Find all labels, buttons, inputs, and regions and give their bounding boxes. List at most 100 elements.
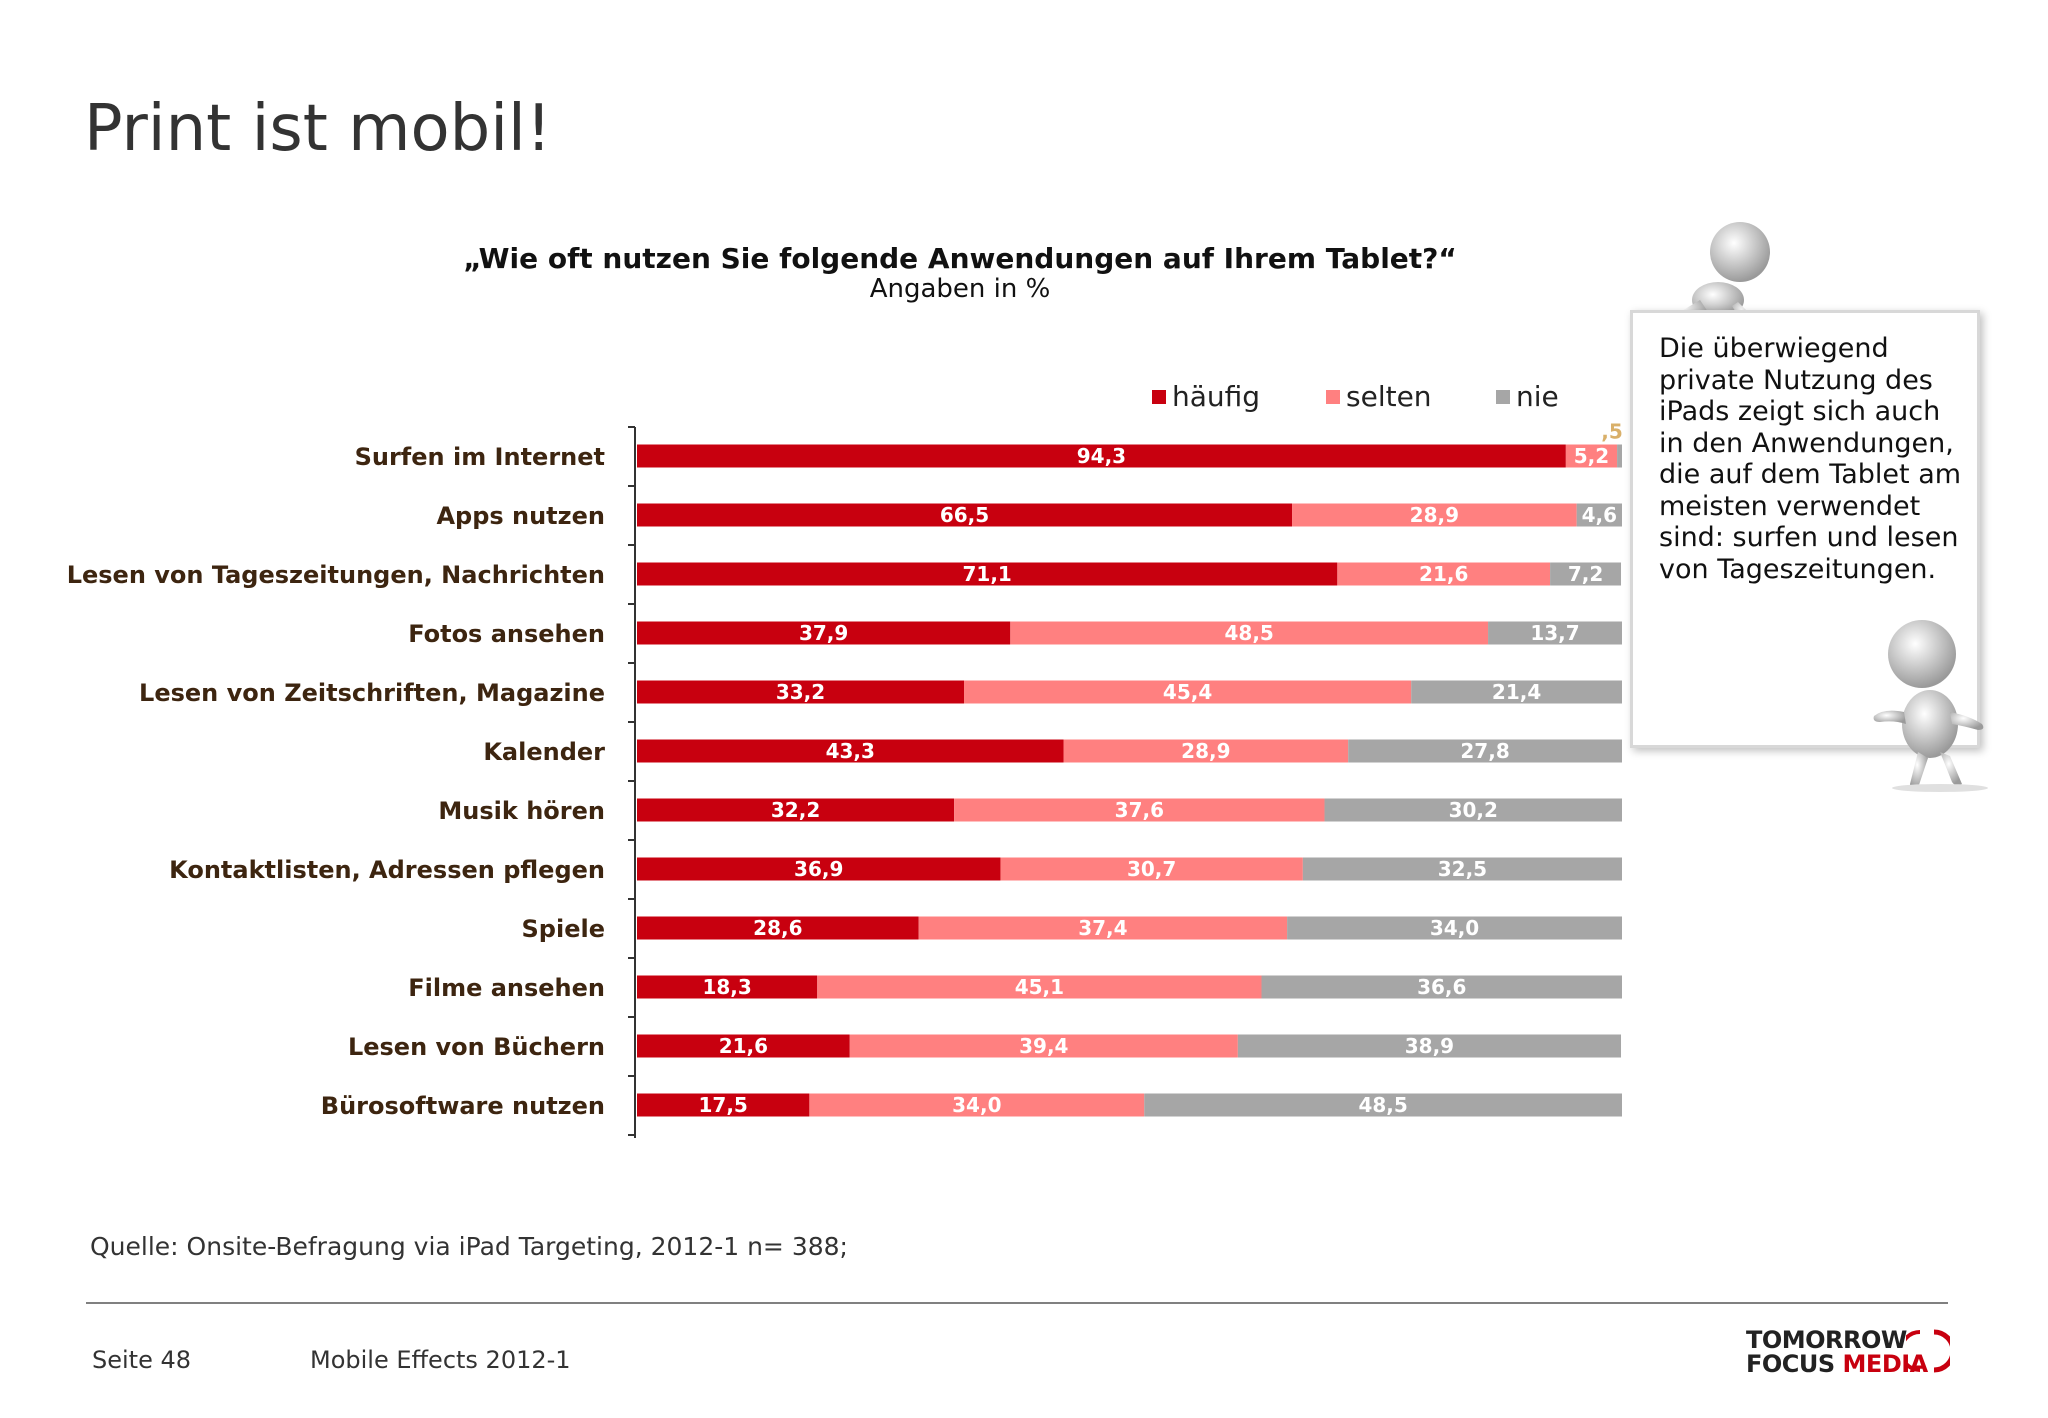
data-label-selten: 48,5 (1224, 621, 1273, 645)
chart-title: „Wie oft nutzen Sie folgende Anwendungen… (463, 242, 1457, 275)
data-label-nie: 27,8 (1460, 739, 1509, 763)
data-label-selten: 45,1 (1015, 975, 1064, 999)
data-label-haeufig: 66,5 (940, 503, 989, 527)
category-label: Kalender (483, 738, 605, 766)
category-label: Lesen von Zeitschriften, Magazine (139, 679, 605, 707)
bar-segment-selten (1565, 444, 1618, 468)
data-label-selten: 34,0 (952, 1093, 1001, 1117)
bar-segment-nie (1348, 739, 1622, 763)
data-label-nie: 32,5 (1438, 857, 1487, 881)
note-box: Die überwiegend private Nutzung des iPad… (1630, 310, 1980, 748)
data-label-haeufig: 36,9 (794, 857, 843, 881)
category-label: Lesen von Büchern (348, 1033, 605, 1061)
logo-arc-icon (1906, 1329, 1950, 1373)
data-label-haeufig: 17,5 (699, 1093, 748, 1117)
logo-line-2: FOCUS MEDIA (1746, 1350, 1928, 1378)
logo-line-1: TOMORROW (1746, 1326, 1907, 1354)
bar-segment-haeufig (637, 798, 955, 822)
legend-swatch-selten (1326, 389, 1340, 404)
bar-segment-nie (1237, 1034, 1622, 1058)
bar-segment-selten (1000, 857, 1303, 881)
bar-segment-selten (1010, 621, 1489, 645)
bar-segment-haeufig (637, 739, 1064, 763)
category-label: Surfen im Internet (355, 443, 605, 471)
data-label-nie: 13,7 (1530, 621, 1579, 645)
category-label: Apps nutzen (436, 502, 605, 530)
bar-segment-nie (1617, 444, 1622, 468)
data-label-nie: 38,9 (1405, 1034, 1454, 1058)
bar-segment-nie (1488, 621, 1622, 645)
data-label-selten: 30,7 (1127, 857, 1176, 881)
data-label-nie: 7,2 (1568, 562, 1603, 586)
bar-segment-selten (954, 798, 1325, 822)
bar-segment-haeufig (637, 1093, 810, 1117)
footer-divider (86, 1302, 1948, 1304)
data-label-haeufig: 18,3 (702, 975, 751, 999)
legend-label-nie: nie (1516, 380, 1559, 413)
bar-segment-selten (809, 1093, 1145, 1117)
data-label-haeufig: 33,2 (776, 680, 825, 704)
data-label-haeufig: 28,6 (753, 916, 802, 940)
bar-segment-selten (817, 975, 1262, 999)
page-number: Seite 48 (92, 1346, 192, 1374)
chart-subtitle: Angaben in % (869, 274, 1051, 304)
bar-segment-haeufig (637, 857, 1001, 881)
data-label-selten: 5,2 (1574, 444, 1609, 468)
bar-segment-nie (1261, 975, 1622, 999)
category-label: Bürosoftware nutzen (321, 1092, 605, 1120)
bar-segment-selten (964, 680, 1412, 704)
legend-label-selten: selten (1346, 380, 1432, 413)
bar-segment-nie (1144, 1093, 1622, 1117)
data-label-haeufig: 43,3 (826, 739, 875, 763)
bar-segment-nie (1302, 857, 1622, 881)
bar-segment-nie (1576, 503, 1622, 527)
data-label-nie: 30,2 (1449, 798, 1498, 822)
footer-title: Mobile Effects 2012-1 (310, 1346, 571, 1374)
bar-segment-haeufig (637, 562, 1338, 586)
legend-item-selten: selten (1326, 380, 1432, 413)
legend-item-haeufig: häufig (1152, 380, 1260, 413)
bar-segment-selten (1292, 503, 1577, 527)
data-label-selten: 28,9 (1181, 739, 1230, 763)
logo-focus: FOCUS (1746, 1350, 1835, 1378)
bar-segment-haeufig (637, 680, 965, 704)
category-label: Fotos ansehen (408, 620, 605, 648)
bar-segment-haeufig (637, 1034, 850, 1058)
bar-segment-selten (918, 916, 1288, 940)
legend-item-nie: nie (1496, 380, 1559, 413)
bar-segment-nie (1287, 916, 1622, 940)
bar-segment-haeufig (637, 503, 1293, 527)
category-label: Kontaktlisten, Adressen pflegen (169, 856, 605, 884)
data-label-selten: 28,9 (1410, 503, 1459, 527)
legend-swatch-haeufig (1152, 389, 1166, 404)
logo-media: MEDIA (1842, 1350, 1929, 1378)
bar-segment-nie (1324, 798, 1622, 822)
category-label: Lesen von Tageszeitungen, Nachrichten (67, 561, 605, 589)
data-label-haeufig: 21,6 (719, 1034, 768, 1058)
company-logo: TOMORROW FOCUS MEDIA (1746, 1326, 1952, 1378)
bar-segment-selten (1063, 739, 1349, 763)
bar-segment-haeufig (637, 916, 919, 940)
data-label-nie: 48,5 (1358, 1093, 1407, 1117)
data-label-nie: 21,4 (1492, 680, 1541, 704)
data-label-haeufig: 71,1 (962, 562, 1011, 586)
slide-title: Print ist mobil! (84, 92, 552, 166)
category-label: Musik hören (438, 797, 605, 825)
data-label-nie: 4,6 (1582, 503, 1617, 527)
data-label-selten: 45,4 (1163, 680, 1212, 704)
category-label: Spiele (522, 915, 605, 943)
legend-swatch-nie (1496, 389, 1510, 404)
data-label-nie: 36,6 (1417, 975, 1466, 999)
bar-segment-haeufig (637, 444, 1566, 468)
source-note: Quelle: Onsite-Befragung via iPad Target… (90, 1232, 848, 1261)
data-label-selten: 39,4 (1019, 1034, 1068, 1058)
bar-segment-haeufig (637, 975, 818, 999)
data-label-selten: 37,6 (1115, 798, 1164, 822)
bar-segment-nie (1550, 562, 1622, 586)
data-label-haeufig: 94,3 (1077, 444, 1126, 468)
bar-segment-haeufig (637, 621, 1011, 645)
category-label: Filme ansehen (408, 974, 605, 1002)
bar-segment-nie (1411, 680, 1622, 704)
legend-label-haeufig: häufig (1172, 380, 1261, 413)
